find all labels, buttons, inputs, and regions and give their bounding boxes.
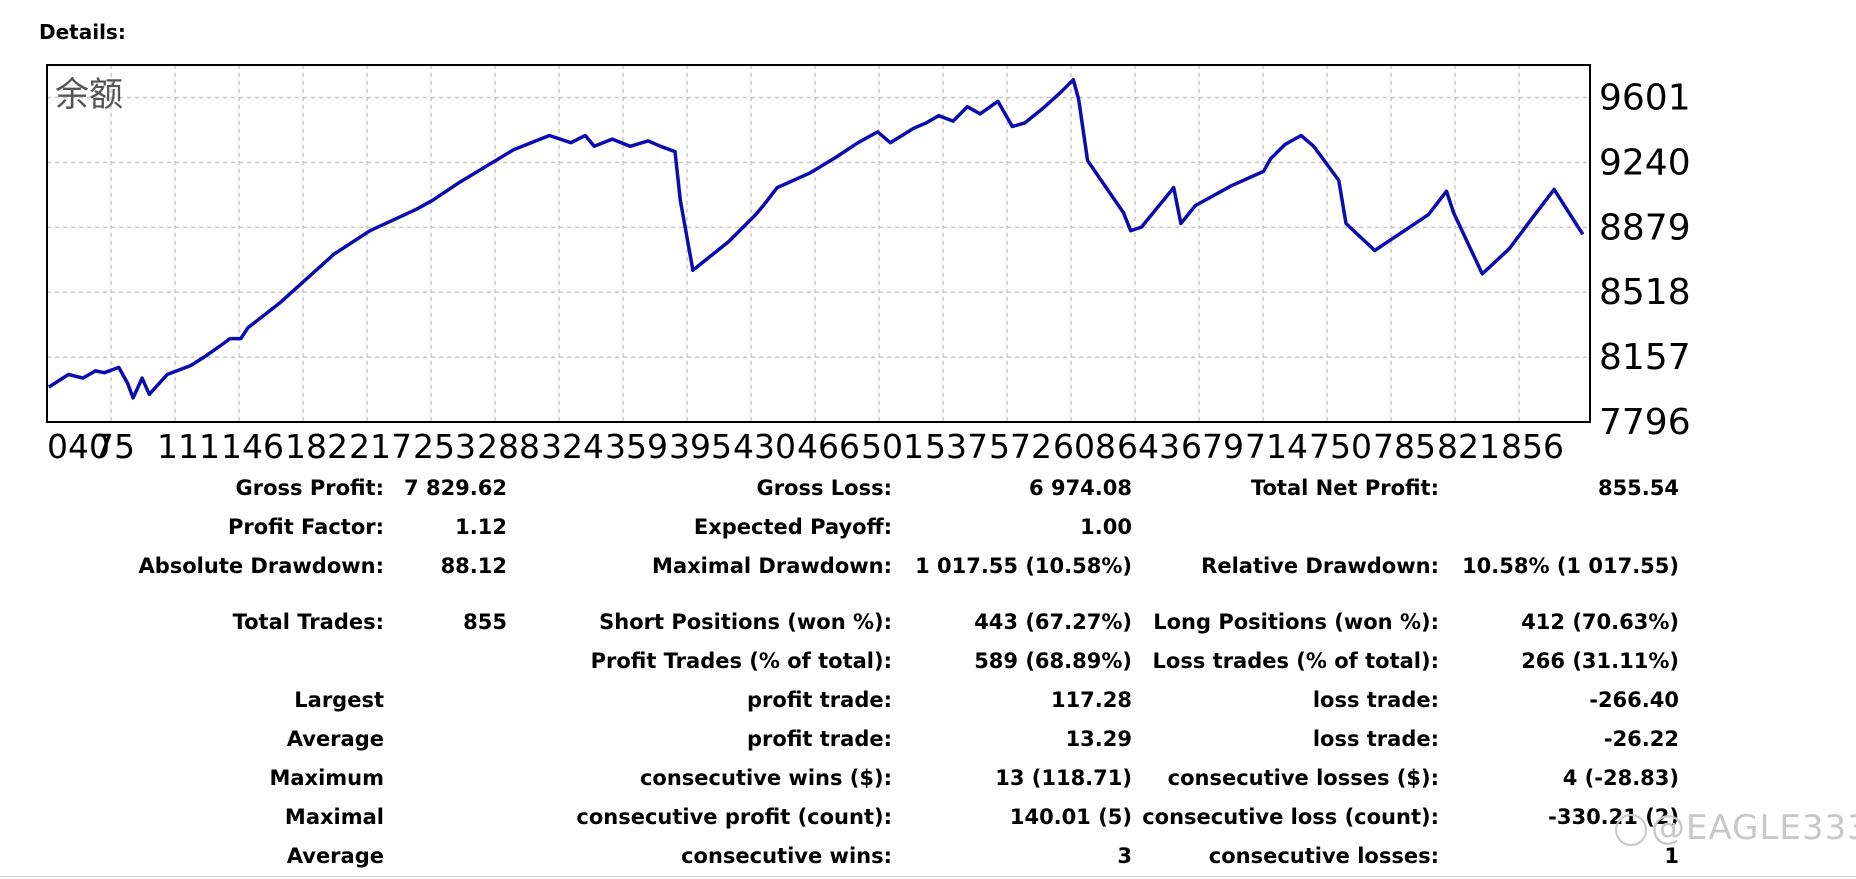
average-consecutive-wins-label: consecutive wins:	[681, 844, 892, 868]
gross-profit-value: 7 829.62	[404, 476, 507, 500]
balance-line	[47, 77, 1585, 400]
maximal-consecutive-loss-value: -330.21 (2)	[1548, 805, 1679, 829]
average-profit-label: profit trade:	[747, 727, 892, 751]
max-consecutive-losses-label: consecutive losses ($):	[1167, 766, 1439, 790]
total-trades-label: Total Trades:	[232, 610, 384, 634]
largest-profit-label: profit trade:	[747, 688, 892, 712]
x-tick-label: 253	[413, 427, 476, 460]
average-loss-value: -26.22	[1603, 727, 1679, 751]
maximum-label: Maximum	[269, 766, 384, 790]
x-tick-label: 608	[1053, 427, 1116, 460]
y-tick-label: 7796	[1599, 402, 1691, 443]
absolute-drawdown-label: Absolute Drawdown:	[138, 554, 384, 578]
watermark: @EAGLE333	[1615, 808, 1856, 848]
average-consecutive-losses-value: 1	[1664, 844, 1679, 868]
x-tick-label: 679	[1181, 427, 1244, 460]
x-tick-label: 572	[989, 427, 1052, 460]
loss-trades-label: Loss trades (% of total):	[1152, 649, 1439, 673]
long-positions-label: Long Positions (won %):	[1153, 610, 1439, 634]
profit-trades-value: 589 (68.89%)	[974, 649, 1132, 673]
x-tick-label: 75	[93, 427, 135, 460]
x-tick-label: 750	[1309, 427, 1372, 460]
expected-payoff-value: 1.00	[1080, 515, 1132, 539]
largest-label: Largest	[294, 688, 384, 712]
total-net-profit-value: 855.54	[1597, 476, 1679, 500]
max-consecutive-wins-label: consecutive wins ($):	[639, 766, 892, 790]
x-tick-label: 501	[861, 427, 924, 460]
relative-drawdown-label: Relative Drawdown:	[1201, 554, 1439, 578]
average-profit-value: 13.29	[1065, 727, 1132, 751]
maximal-consecutive-profit-value: 140.01 (5)	[1009, 805, 1132, 829]
profit-factor-value: 1.12	[455, 515, 507, 539]
chart-title: 余额	[55, 75, 123, 115]
largest-loss-label: loss trade:	[1312, 688, 1439, 712]
average-consecutive-label: Average	[286, 844, 384, 868]
maximal-consecutive-profit-label: consecutive profit (count):	[576, 805, 892, 829]
plot-frame	[46, 64, 1591, 423]
x-tick-label: 182	[285, 427, 348, 460]
x-tick-label: 040	[47, 427, 110, 460]
gross-loss-value: 6 974.08	[1029, 476, 1132, 500]
x-tick-label: 395	[669, 427, 732, 460]
maximal-drawdown-label: Maximal Drawdown:	[652, 554, 892, 578]
x-tick-label: 324	[541, 427, 604, 460]
average-consecutive-losses-label: consecutive losses:	[1208, 844, 1439, 868]
y-tick-label: 8518	[1599, 272, 1691, 313]
average-label: Average	[286, 727, 384, 751]
max-consecutive-losses-value: 4 (-28.83)	[1562, 766, 1679, 790]
absolute-drawdown-value: 88.12	[440, 554, 507, 578]
y-tick-label: 9240	[1599, 142, 1691, 183]
x-tick-label: 146	[221, 427, 284, 460]
total-trades-value: 855	[463, 610, 507, 634]
x-tick-label: 785	[1373, 427, 1436, 460]
x-tick-label: 359	[605, 427, 668, 460]
y-axis-ticks: 9601 9240 8879 8518 8157 7796	[1599, 78, 1691, 443]
y-tick-label: 8879	[1599, 207, 1691, 248]
x-tick-label: 288	[477, 427, 540, 460]
profit-factor-label: Profit Factor:	[227, 515, 384, 539]
maximal-drawdown-value: 1 017.55 (10.58%)	[915, 554, 1132, 578]
y-tick-label: 8157	[1599, 337, 1691, 378]
x-tick-label: 217	[349, 427, 412, 460]
x-tick-label: 430	[733, 427, 796, 460]
profit-trades-label: Profit Trades (% of total):	[590, 649, 892, 673]
watermark-logo-icon	[1615, 813, 1647, 846]
x-tick-label: 466	[797, 427, 860, 460]
x-tick-label: 643	[1117, 427, 1180, 460]
expected-payoff-label: Expected Payoff:	[693, 515, 892, 539]
x-tick-label: 714	[1245, 427, 1308, 460]
watermark-text: @EAGLE333	[1651, 808, 1856, 848]
max-consecutive-wins-value: 13 (118.71)	[995, 766, 1132, 790]
total-net-profit-label: Total Net Profit:	[1250, 476, 1439, 500]
average-loss-label: loss trade:	[1312, 727, 1439, 751]
x-tick-label: 111	[157, 427, 220, 460]
details-title: Details:	[39, 20, 126, 44]
largest-profit-value: 117.28	[1050, 688, 1132, 712]
long-positions-value: 412 (70.63%)	[1521, 610, 1679, 634]
x-tick-label: 821	[1437, 427, 1500, 460]
x-tick-label: 856	[1501, 427, 1564, 460]
series-layer	[47, 77, 1585, 400]
relative-drawdown-value: 10.58% (1 017.55)	[1462, 554, 1679, 578]
loss-trades-value: 266 (31.11%)	[1521, 649, 1679, 673]
maximal-consecutive-loss-label: consecutive loss (count):	[1142, 805, 1439, 829]
short-positions-label: Short Positions (won %):	[599, 610, 892, 634]
maximal-label: Maximal	[284, 805, 384, 829]
bottom-divider	[0, 876, 1856, 877]
x-tick-label: 537	[925, 427, 988, 460]
gross-loss-label: Gross Loss:	[756, 476, 892, 500]
gross-profit-label: Gross Profit:	[235, 476, 384, 500]
largest-loss-value: -266.40	[1589, 688, 1679, 712]
short-positions-value: 443 (67.27%)	[974, 610, 1132, 634]
average-consecutive-wins-value: 3	[1117, 844, 1132, 868]
y-tick-label: 9601	[1599, 78, 1691, 119]
